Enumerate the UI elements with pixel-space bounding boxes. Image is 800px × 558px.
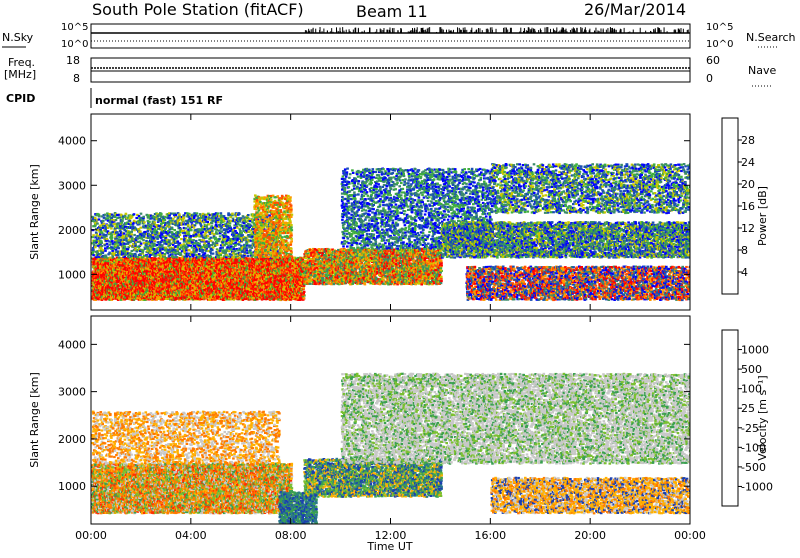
noise-right-label: N.Search [746, 31, 796, 44]
date-label: 26/Mar/2014 [584, 0, 686, 19]
echo-cell [107, 262, 110, 264]
freq-panel-frame [91, 58, 690, 82]
freq-tick-top-left: 18 [66, 54, 80, 67]
freq-tick-bottom-right: 0 [706, 72, 713, 85]
noise-panel-frame [91, 24, 690, 48]
freq-tick-top-right: 60 [706, 54, 720, 67]
noise-left-label: N.Sky [2, 31, 34, 44]
echo-cell [189, 290, 192, 292]
freq-left-unit: [MHz] [4, 68, 36, 81]
freq-tick-bottom-left: 8 [73, 72, 80, 85]
noise-sky-spikes [305, 27, 688, 33]
nave-right-label: Nave [748, 64, 776, 77]
freq-panel: Freq. [MHz] 18 8 60 0 Nave [4, 54, 776, 86]
noise-tick-top-left: 10^5 [61, 22, 88, 33]
cpid-mode: normal (fast) 151 RF [95, 94, 223, 107]
noise-tick-bottom-left: 10^0 [61, 39, 88, 50]
echo-cell [155, 298, 158, 300]
station-title: South Pole Station (fitACF) [92, 0, 304, 19]
beam-label: Beam 11 [356, 2, 428, 21]
noise-panel: N.Sky 10^5 10^0 10^5 10^0 N.Search [2, 22, 796, 50]
noise-tick-bottom-right: 10^0 [706, 39, 733, 50]
cpid-label: CPID [6, 92, 35, 105]
echo-cell [248, 257, 251, 259]
noise-tick-top-right: 10^5 [706, 22, 733, 33]
